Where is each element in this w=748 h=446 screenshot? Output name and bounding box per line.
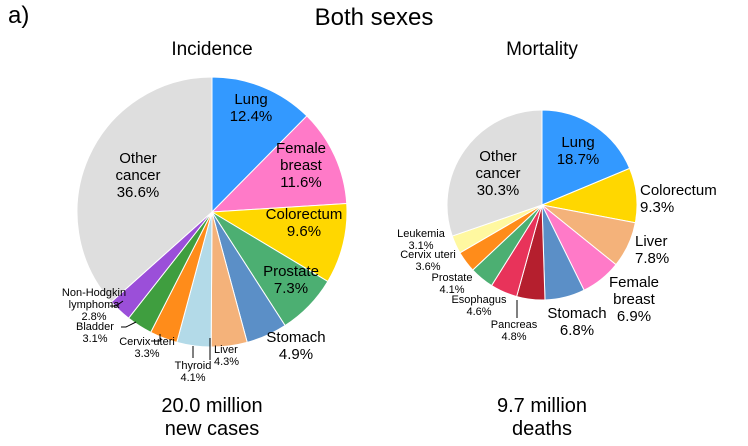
incidence-label-prostate: Prostate 7.3% [263,263,319,297]
panel-label: a) [8,2,30,29]
incidence-leader-bladder [121,321,137,328]
incidence-label-thyroid: Thyroid 4.1% [175,360,212,384]
incidence-leader-cervix-uteri [151,334,161,342]
mortality-label-liver: Liver 7.8% [635,233,669,267]
incidence-label-lung: Lung 12.4% [230,91,273,125]
incidence-label-non-hodgkin-lymphoma: Non-Hodgkin lymphoma 2.8% [62,287,126,323]
incidence-slice-lung[interactable] [211,76,308,214]
incidence-label-bladder: Bladder 3.1% [76,321,114,345]
mortality-footer: 9.7 million deaths [497,395,587,440]
mortality-label-leukemia: Leukemia 3.1% [397,228,446,252]
mortality-label-cervix-uteri: Cervix uteri 3.6% [400,249,456,273]
mortality-pie [446,109,638,301]
mortality-label-prostate: Prostate 4.1% [432,272,473,296]
incidence-label-other-cancer: Other cancer 36.6% [115,150,160,201]
mortality-label-lung: Lung 18.7% [557,134,600,168]
incidence-label-cervix-uteri: Cervix uteri 3.3% [119,336,175,360]
mortality-label-stomach: Stomach 6.8% [547,305,606,339]
mortality-slice-lung[interactable] [541,109,631,206]
mortality-chart-title: Mortality [506,39,578,60]
incidence-label-colorectum: Colorectum 9.6% [266,206,343,240]
incidence-label-liver: Liver 4.3% [214,344,239,368]
mortality-label-other-cancer: Other cancer 30.3% [475,148,520,199]
incidence-chart-title: Incidence [171,39,252,60]
incidence-label-stomach: Stomach 4.9% [266,329,325,363]
mortality-label-pancreas: Pancreas 4.8% [491,319,538,343]
incidence-footer: 20.0 million new cases [161,395,262,440]
figure-title: Both sexes [314,4,434,31]
incidence-slice-colorectum[interactable] [210,202,348,283]
mortality-label-colorectum: Colorectum 9.3% [640,182,717,216]
mortality-label-esophagus: Esophagus 4.6% [451,294,507,318]
mortality-slice-other-cancer[interactable] [446,109,543,237]
mortality-label-female-breast: Female breast 6.9% [609,274,659,325]
incidence-label-female-breast: Female breast 11.6% [276,140,326,191]
incidence-leader-non-hodgkin-lymphoma [110,300,124,307]
incidence-slice-female-breast[interactable] [210,115,348,213]
incidence-slice-other-cancer[interactable] [76,76,213,303]
incidence-pie [76,76,348,348]
